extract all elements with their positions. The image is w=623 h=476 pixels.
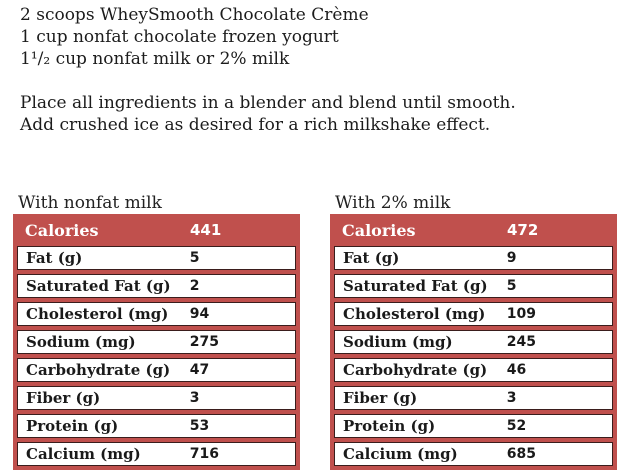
table-row: Sodium (mg) 245 [334, 330, 613, 354]
ingredient-line: 1¹/₂ cup nonfat milk or 2% milk [20, 49, 290, 69]
nutrient-value: 3 [506, 390, 517, 406]
nutrient-value: 46 [506, 362, 527, 378]
nutrient-label: Calories [342, 220, 416, 240]
nutrient-label: Carbohydrate (g) [343, 361, 488, 379]
nutrition-table-2pct-milk: With 2% milk Calories 472 Fat (g) 9 Satu… [330, 192, 617, 470]
table-row: Carbohydrate (g) 46 [334, 358, 613, 382]
table-row: Fiber (g) 3 [334, 386, 613, 410]
nutrient-value: 716 [189, 446, 219, 462]
nutrient-value: 52 [506, 418, 527, 434]
table-row: Calcium (mg) 685 [334, 442, 613, 466]
table-row: Saturated Fat (g) 2 [17, 274, 296, 298]
instruction-line: Place all ingredients in a blender and b… [20, 93, 516, 113]
table-row: Saturated Fat (g) 5 [334, 274, 613, 298]
nutrient-label: Fiber (g) [343, 389, 418, 407]
nutrient-label: Calories [25, 220, 99, 240]
nutrient-value: 53 [189, 418, 210, 434]
nutrient-value: 5 [189, 250, 200, 266]
nutrient-label: Protein (g) [343, 417, 436, 435]
nutrient-value: 109 [506, 306, 536, 322]
nutrient-label: Saturated Fat (g) [343, 277, 488, 295]
nutrient-label: Sodium (mg) [26, 333, 136, 351]
table-row: Fiber (g) 3 [17, 386, 296, 410]
nutrient-value: 685 [506, 446, 536, 462]
nutrient-value: 47 [189, 362, 210, 378]
nutrient-value: 441 [189, 221, 222, 239]
nutrient-label: Saturated Fat (g) [26, 277, 171, 295]
nutrient-value: 3 [189, 390, 200, 406]
nutrient-label: Protein (g) [26, 417, 119, 435]
instructions-text: Place all ingredients in a blender and b… [20, 92, 516, 136]
table-title: With 2% milk [335, 193, 451, 213]
table-row: Fat (g) 5 [17, 246, 296, 270]
nutrient-label: Fiber (g) [26, 389, 101, 407]
table-row: Carbohydrate (g) 47 [17, 358, 296, 382]
table-row: Protein (g) 53 [17, 414, 296, 438]
nutrient-label: Fat (g) [26, 249, 83, 267]
table-row: Sodium (mg) 275 [17, 330, 296, 354]
nutrient-value: 9 [506, 250, 517, 266]
nutrient-value: 2 [189, 278, 200, 294]
nutrient-value: 5 [506, 278, 517, 294]
table-header-row: Calories 472 [334, 218, 613, 242]
table-row: Protein (g) 52 [334, 414, 613, 438]
nutrient-value: 275 [189, 334, 219, 350]
table-row: Calcium (mg) 716 [17, 442, 296, 466]
instruction-line: Add crushed ice as desired for a rich mi… [20, 115, 491, 135]
nutrient-value: 472 [506, 221, 539, 239]
table-title: With nonfat milk [18, 193, 162, 213]
ingredient-line: 1 cup nonfat chocolate frozen yogurt [20, 27, 339, 47]
table-row: Fat (g) 9 [334, 246, 613, 270]
table-row: Cholesterol (mg) 109 [334, 302, 613, 326]
nutrition-table: Calories 441 Fat (g) 5 Saturated Fat (g)… [13, 214, 300, 470]
nutrient-label: Carbohydrate (g) [26, 361, 171, 379]
nutrient-value: 94 [189, 306, 210, 322]
nutrition-table-nonfat-milk: With nonfat milk Calories 441 Fat (g) 5 … [13, 192, 300, 470]
nutrient-label: Cholesterol (mg) [343, 305, 486, 323]
nutrient-label: Calcium (mg) [26, 445, 141, 463]
ingredients-list: 2 scoops WheySmooth Chocolate Crème 1 cu… [20, 4, 369, 70]
nutrient-label: Fat (g) [343, 249, 400, 267]
nutrient-label: Cholesterol (mg) [26, 305, 169, 323]
table-row: Cholesterol (mg) 94 [17, 302, 296, 326]
nutrition-table: Calories 472 Fat (g) 9 Saturated Fat (g)… [330, 214, 617, 470]
nutrient-label: Sodium (mg) [343, 333, 453, 351]
nutrient-value: 245 [506, 334, 536, 350]
nutrient-label: Calcium (mg) [343, 445, 458, 463]
ingredient-line: 2 scoops WheySmooth Chocolate Crème [20, 5, 369, 25]
table-header-row: Calories 441 [17, 218, 296, 242]
